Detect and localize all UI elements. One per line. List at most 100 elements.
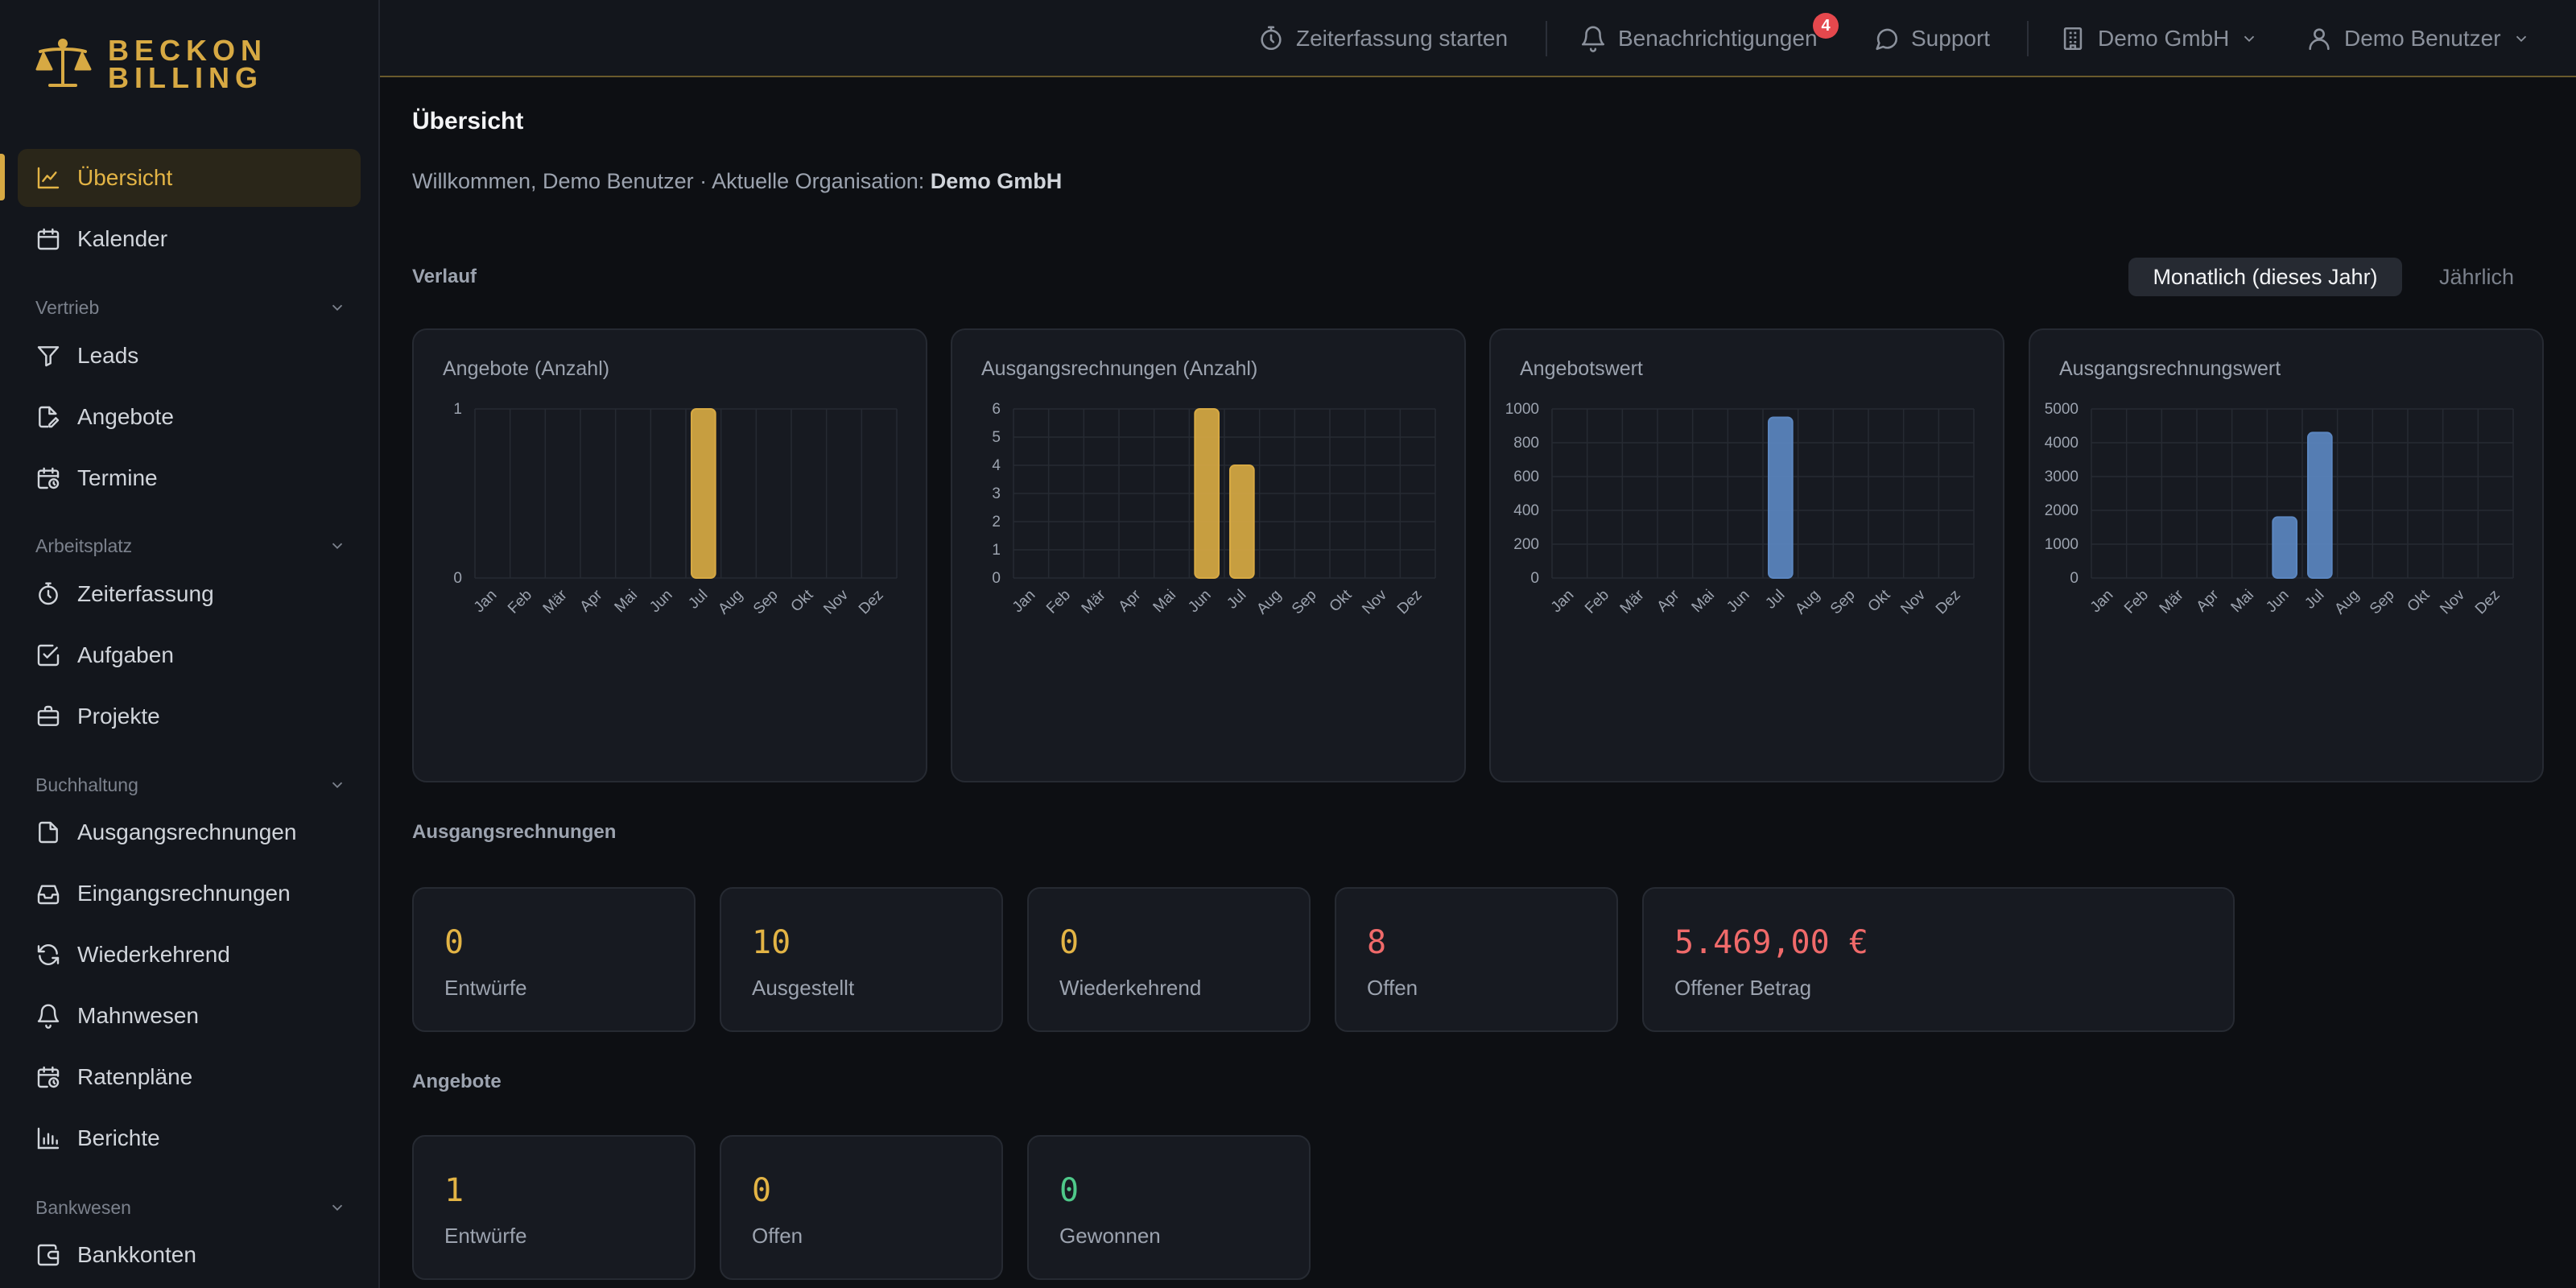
stat-value: 10: [752, 924, 791, 961]
calendar-clock-icon: [37, 1066, 60, 1088]
briefcase-icon: [37, 705, 60, 726]
chevron-down-icon: [332, 1204, 343, 1212]
stat-value: 5.469,00 €: [1674, 924, 1868, 961]
stat-card-invoice-issued[interactable]: 10 Ausgestellt: [720, 887, 1003, 1032]
y-tick-label: 5: [992, 429, 1001, 446]
user-menu[interactable]: Demo Benutzer: [2306, 19, 2530, 58]
stopwatch-icon: [39, 582, 58, 605]
sidebar-item-leads[interactable]: Leads: [18, 327, 361, 385]
sidebar-item-termine[interactable]: Termine: [18, 449, 361, 507]
sidebar-item-aufgaben[interactable]: Aufgaben: [18, 626, 361, 684]
sidebar: BECKON BILLING Übersicht Kalender Vertri…: [0, 0, 380, 1288]
x-tick-label: Jan: [1009, 587, 1039, 617]
notifications-button[interactable]: Benachrichtigungen 4: [1579, 13, 1839, 58]
top-bar: Zeiterfassung starten Benachrichtigungen…: [380, 0, 2576, 77]
active-indicator: [0, 154, 5, 200]
nav-group-label: Vertrieb: [35, 296, 100, 318]
y-tick-label: 2000: [2045, 502, 2079, 519]
x-tick-label: Feb: [2121, 587, 2152, 617]
toggle-yearly[interactable]: Jährlich: [2439, 264, 2515, 289]
section-history-label: Verlauf: [412, 266, 477, 287]
sidebar-item-label: Übersicht: [77, 165, 173, 190]
bar-jun[interactable]: [2272, 516, 2298, 579]
stat-label: Ausgestellt: [752, 976, 855, 1000]
stat-card-offer-drafts[interactable]: 1 Entwürfe: [412, 1135, 696, 1280]
x-tick-label: Jul: [1224, 587, 1249, 613]
bar-jun[interactable]: [1194, 408, 1220, 579]
sidebar-item-ratenplaene[interactable]: Ratenpläne: [18, 1048, 361, 1106]
page-title: Übersicht: [412, 108, 524, 134]
y-tick-label: 4000: [2045, 435, 2079, 452]
sidebar-item-bankkonten[interactable]: Bankkonten: [18, 1226, 361, 1284]
chart-grid: [2091, 408, 2514, 579]
stat-value: 0: [1059, 924, 1080, 961]
nav-group-label: Arbeitsplatz: [35, 535, 133, 556]
sidebar-item-projekte[interactable]: Projekte: [18, 687, 361, 745]
stat-card-offer-open[interactable]: 0 Offen: [720, 1135, 1003, 1280]
y-tick-label: 3000: [2045, 469, 2079, 485]
x-tick-label: Mai: [1150, 587, 1180, 617]
bar-jul[interactable]: [1767, 416, 1794, 579]
sidebar-item-angebote[interactable]: Angebote: [18, 388, 361, 446]
y-tick-label: 1000: [1505, 401, 1539, 418]
y-tick-label: 4: [992, 457, 1001, 474]
stat-card-invoice-drafts[interactable]: 0 Entwürfe: [412, 887, 696, 1032]
stat-card-invoice-recurring[interactable]: 0 Wiederkehrend: [1027, 887, 1311, 1032]
stat-card-offer-won[interactable]: 0 Gewonnen: [1027, 1135, 1311, 1280]
x-tick-label: Jan: [471, 587, 501, 617]
sidebar-item-label: Bankkonten: [77, 1242, 196, 1267]
wallet-icon: [37, 1244, 60, 1266]
sidebar-item-kalender[interactable]: Kalender: [18, 210, 361, 268]
sidebar-item-wiederkehrend[interactable]: Wiederkehrend: [18, 926, 361, 984]
calendar-clock-icon: [37, 467, 60, 489]
checkbox-icon: [37, 644, 60, 667]
brand-logo[interactable]: BECKON BILLING: [32, 32, 267, 97]
sidebar-item-label: Mahnwesen: [77, 1003, 199, 1028]
sidebar-item-berichte[interactable]: Berichte: [18, 1109, 361, 1167]
stat-value: 0: [752, 1172, 772, 1209]
bar-jul[interactable]: [1228, 464, 1255, 579]
bar-jul[interactable]: [2306, 431, 2333, 580]
nav-group-buchhaltung[interactable]: Buchhaltung: [35, 769, 346, 801]
sidebar-item-ausgangsrechnungen[interactable]: Ausgangsrechnungen: [18, 803, 361, 861]
stat-label: Entwürfe: [444, 976, 527, 1000]
organisation-label: Demo GmbH: [2098, 26, 2230, 51]
bar-jul[interactable]: [690, 408, 716, 579]
x-tick-label: Aug: [2331, 587, 2363, 618]
chevron-down-icon: [2516, 35, 2526, 43]
x-tick-label: Okt: [788, 586, 817, 615]
chart-grid: [1013, 408, 1436, 579]
stat-card-open-amount[interactable]: 5.469,00 € Offener Betrag: [1642, 887, 2235, 1032]
toggle-monthly[interactable]: Monatlich (dieses Jahr): [2128, 258, 2402, 296]
welcome-prefix: Willkommen, Demo Benutzer · Aktuelle Org…: [412, 169, 925, 193]
start-timer-label: Zeiterfassung starten: [1296, 26, 1509, 51]
sidebar-item-label: Leads: [77, 343, 139, 368]
support-label: Support: [1911, 26, 1991, 51]
support-button[interactable]: Support: [1872, 19, 1990, 58]
stat-value: 1: [444, 1172, 464, 1209]
x-tick-label: Apr: [2194, 586, 2223, 615]
stat-card-invoice-open[interactable]: 8 Offen: [1335, 887, 1618, 1032]
organisation-switcher[interactable]: Demo GmbH: [2059, 19, 2258, 58]
sidebar-item-label: Berichte: [77, 1125, 160, 1150]
sidebar-item-uebersicht[interactable]: Übersicht: [18, 149, 361, 207]
nav-group-arbeitsplatz[interactable]: Arbeitsplatz: [35, 530, 346, 562]
sidebar-item-mahnwesen[interactable]: Mahnwesen: [18, 987, 361, 1045]
x-tick-label: Jul: [1762, 587, 1788, 613]
nav-group-bankwesen[interactable]: Bankwesen: [35, 1191, 346, 1224]
start-timer-button[interactable]: Zeiterfassung starten: [1257, 19, 1508, 58]
sidebar-item-zeiterfassung[interactable]: Zeiterfassung: [18, 565, 361, 623]
sidebar-item-eingangsrechnungen[interactable]: Eingangsrechnungen: [18, 865, 361, 923]
x-tick-label: Mär: [540, 586, 571, 617]
file-edit-icon: [39, 406, 60, 428]
sidebar-item-label: Aufgaben: [77, 642, 174, 667]
chart-title: Ausgangsrechnungswert: [2059, 357, 2281, 380]
x-tick-label: Mär: [1079, 586, 1109, 617]
y-tick-label: 1: [453, 401, 462, 418]
chart-angebotswert: 0 200 400 600 800 1000 Jan Feb Mär Apr Mai Jun Jul Au…: [1505, 401, 1975, 617]
bell-icon: [1581, 26, 1605, 52]
nav-group-vertrieb[interactable]: Vertrieb: [35, 291, 346, 324]
stat-label: Entwürfe: [444, 1224, 527, 1248]
y-tick-label: 0: [1530, 570, 1539, 587]
x-tick-label: Dez: [856, 587, 887, 618]
